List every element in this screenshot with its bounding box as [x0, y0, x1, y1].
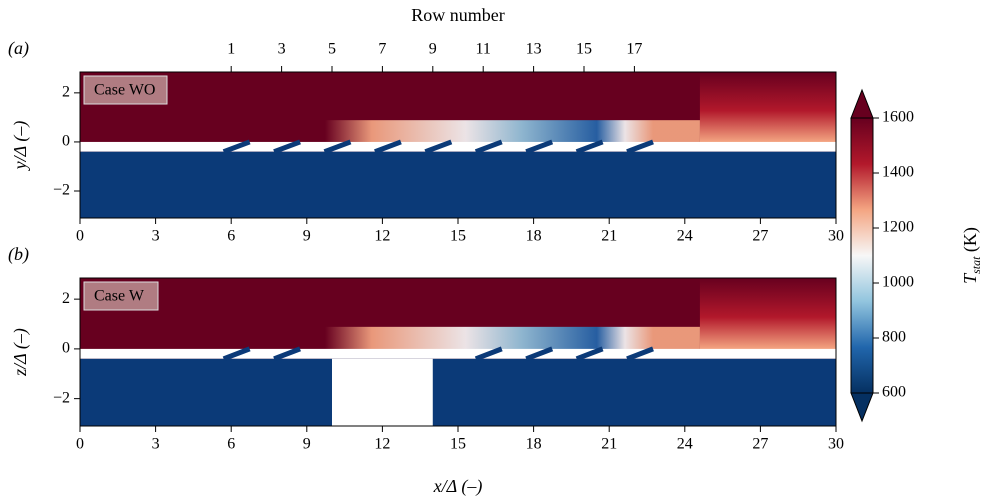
panel-label: (b): [8, 244, 29, 265]
x-tick-label: 27: [752, 436, 768, 453]
colorbar: [851, 118, 873, 393]
x-tick-label: 21: [601, 436, 617, 453]
cooling-hole: [273, 346, 301, 362]
annotation: Case WO: [94, 82, 155, 99]
y-tick-label: −2: [53, 182, 70, 199]
top-tick-label: 15: [576, 41, 592, 58]
x-tick-label: 6: [227, 436, 235, 453]
cooling-hole: [222, 139, 251, 155]
cooling-hole: [575, 139, 604, 155]
x-tick-label: 24: [677, 228, 693, 245]
cooling-hole: [474, 346, 503, 362]
x-tick-label: 30: [828, 228, 844, 245]
top-tick-label: 17: [626, 41, 642, 58]
colorbar-label-sub: stat: [969, 256, 983, 274]
colorbar-label-symbol: T: [960, 272, 980, 284]
y-tick-label: −2: [53, 389, 70, 406]
top-axis-label: Row number: [411, 5, 505, 25]
x-axis-label: x/Δ (–): [433, 476, 483, 497]
wall-gap: [80, 348, 836, 359]
panel-label: (a): [8, 38, 29, 59]
mixing-layer: [231, 326, 700, 350]
y-tick-label: 0: [62, 340, 70, 357]
colorbar-extend-bottom: [850, 392, 874, 423]
top-tick-label: 11: [475, 41, 490, 58]
cooling-hole: [273, 139, 301, 155]
top-tick-label: 1: [227, 41, 235, 58]
y-tick-label: 2: [62, 84, 70, 101]
x-tick-label: 12: [374, 228, 390, 245]
top-tick-label: 13: [526, 41, 542, 58]
y-tick-label: 0: [62, 133, 70, 150]
cooling-hole: [474, 139, 503, 155]
plenum: [80, 151, 836, 218]
cooling-hole: [424, 139, 453, 155]
top-tick-label: 9: [429, 41, 437, 58]
x-tick-label: 30: [828, 436, 844, 453]
wall-gap: [80, 141, 836, 152]
colorbar-tick-label: 800: [882, 329, 906, 346]
colorbar-label-unit: (K): [960, 227, 981, 252]
x-tick-label: 15: [450, 228, 466, 245]
cooling-hole: [525, 139, 554, 155]
x-tick-label: 18: [526, 436, 542, 453]
colorbar-label: Tstat (K): [960, 227, 983, 284]
top-tick-label: 5: [328, 41, 336, 58]
y-tick-label: 2: [62, 290, 70, 307]
colorbar-tick-label: 1000: [882, 274, 914, 291]
plenum-gap: [332, 358, 433, 426]
cooling-hole: [323, 139, 352, 155]
x-tick-label: 0: [76, 436, 84, 453]
top-tick-label: 3: [278, 41, 286, 58]
colorbar-extend-top: [850, 88, 874, 119]
cooling-hole: [626, 139, 654, 155]
mixing-layer: [231, 120, 700, 143]
x-tick-label: 6: [227, 228, 235, 245]
x-tick-label: 9: [303, 436, 311, 453]
y-axis-label: y/Δ (–): [10, 121, 31, 172]
annotation-box: [83, 75, 168, 105]
x-tick-label: 12: [374, 436, 390, 453]
right-region: [699, 72, 836, 143]
colorbar-frame: [850, 117, 874, 394]
x-tick-label: 3: [152, 436, 160, 453]
x-tick-label: 24: [677, 436, 693, 453]
cooling-hole: [626, 346, 654, 362]
x-tick-label: 9: [303, 228, 311, 245]
cooling-hole: [525, 346, 554, 362]
x-tick-label: 3: [152, 228, 160, 245]
annotation-box: [83, 281, 159, 311]
x-tick-label: 15: [450, 436, 466, 453]
colorbar-tick-label: 1200: [882, 219, 914, 236]
colorbar-tick-label: 1400: [882, 164, 914, 181]
cooling-hole: [575, 346, 604, 362]
colorbar-tick-label: 1600: [882, 109, 914, 126]
y-axis-label: z/Δ (–): [10, 328, 31, 377]
x-tick-label: 0: [76, 228, 84, 245]
cooling-hole: [222, 346, 251, 362]
cooling-hole: [374, 139, 402, 155]
right-region: [699, 278, 836, 350]
annotation: Case W: [94, 288, 145, 305]
top-tick-label: 7: [378, 41, 386, 58]
x-tick-label: 27: [752, 228, 768, 245]
plenum: [80, 358, 836, 426]
colorbar-tick-label: 600: [882, 384, 906, 401]
field-panel: [80, 278, 836, 426]
x-tick-label: 21: [601, 228, 617, 245]
x-tick-label: 18: [526, 228, 542, 245]
field-panel: [80, 72, 836, 218]
